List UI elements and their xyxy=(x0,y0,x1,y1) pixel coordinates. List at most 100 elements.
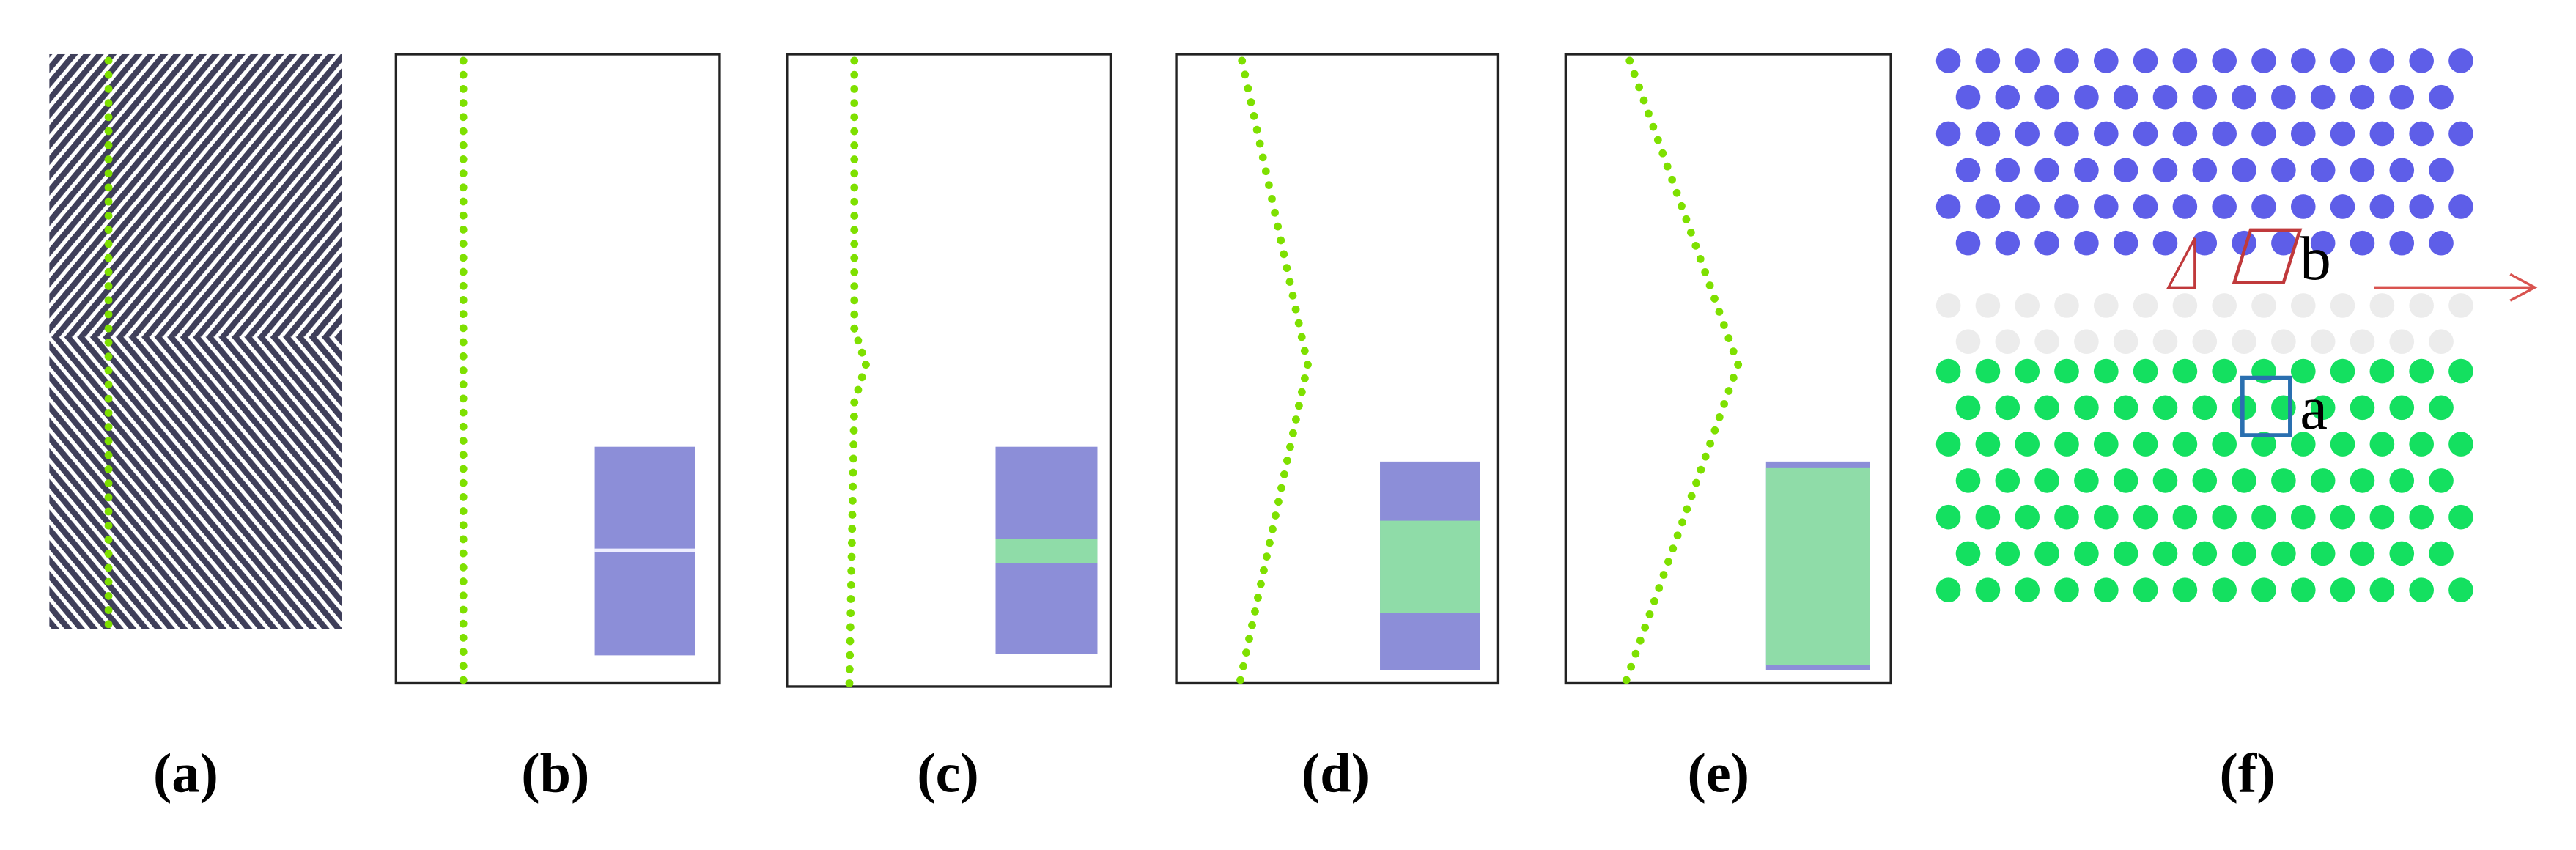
chain-atom xyxy=(104,352,113,361)
lattice-atom xyxy=(2133,121,2158,147)
chain-atom xyxy=(459,197,468,206)
lattice-atom xyxy=(2152,84,2178,110)
chain-atom xyxy=(1247,98,1255,106)
lattice-atom xyxy=(2330,504,2355,530)
chain-atom xyxy=(850,99,859,108)
lattice-atom xyxy=(2015,358,2040,384)
lattice-top xyxy=(49,53,342,337)
chain-atom xyxy=(104,563,113,572)
lattice-atom xyxy=(2113,158,2138,183)
chain-atom xyxy=(1255,139,1264,148)
lattice-atom xyxy=(2369,293,2395,318)
lattice-atom xyxy=(2054,432,2079,457)
lattice-atom xyxy=(2448,194,2473,219)
chain-atom xyxy=(459,394,468,403)
lattice-atom xyxy=(2034,329,2059,355)
lattice-atom xyxy=(2310,158,2336,183)
chain-atom xyxy=(1649,122,1658,131)
lattice-atom xyxy=(2054,121,2079,147)
chain-atom xyxy=(1268,195,1276,203)
chain-atom xyxy=(1720,321,1728,329)
chain-atom xyxy=(1663,162,1672,171)
lattice-atom xyxy=(2251,577,2276,602)
chain-atom xyxy=(104,577,113,586)
chain-atom xyxy=(1248,621,1256,629)
chain-atom xyxy=(1258,153,1267,162)
lattice-atom xyxy=(1955,541,1981,566)
chain-atom xyxy=(850,127,859,136)
lattice-atom xyxy=(2369,121,2395,147)
lattice-atom xyxy=(2113,329,2138,355)
lattice-atom xyxy=(2192,329,2218,355)
chain-atom xyxy=(1251,607,1259,616)
lattice-atom xyxy=(2271,84,2296,110)
chain-atom xyxy=(104,85,113,93)
lattice-atom xyxy=(2152,395,2178,421)
lattice-atom xyxy=(2212,577,2237,602)
chain-atom xyxy=(1250,111,1258,120)
chain-atom xyxy=(850,240,859,248)
chain-atom xyxy=(459,211,468,220)
lattice-atom xyxy=(2448,577,2473,602)
chain-atom xyxy=(849,468,857,477)
chain-atom xyxy=(1631,649,1640,658)
chain-atom xyxy=(1269,525,1277,533)
panel-e xyxy=(1564,53,1892,685)
chain-atom xyxy=(1729,347,1738,355)
chain-atom xyxy=(846,623,855,632)
panel-label: (e) xyxy=(1687,742,1749,804)
chain-atom xyxy=(1289,429,1297,437)
chain-atom xyxy=(854,336,863,345)
chain-atom xyxy=(850,85,859,93)
lattice-atom xyxy=(1955,158,1981,183)
lattice-atom xyxy=(2015,48,2040,73)
chain-atom xyxy=(1706,439,1714,448)
lattice-atom xyxy=(1995,395,2020,421)
chain-atom xyxy=(459,113,468,122)
chain-atom xyxy=(104,169,113,178)
lattice-atom xyxy=(1935,358,1961,384)
lattice-atom xyxy=(2034,541,2059,566)
chain-atom xyxy=(459,141,468,149)
chain-atom xyxy=(1239,662,1247,670)
chain-atom xyxy=(1274,222,1283,231)
lattice-atom xyxy=(2429,84,2454,110)
chain-atom xyxy=(1669,544,1678,553)
panel-f xyxy=(1935,48,2473,602)
chain-atom xyxy=(846,637,855,646)
chain-atom xyxy=(459,535,468,544)
chain-atom xyxy=(1710,295,1719,303)
lattice-atom xyxy=(2290,504,2316,530)
chain-atom xyxy=(104,437,113,446)
chain-atom xyxy=(850,70,859,79)
lattice-bottom xyxy=(49,336,342,629)
chain-atom xyxy=(1244,84,1252,93)
chain-atom xyxy=(459,478,468,487)
lattice-atom xyxy=(2133,432,2158,457)
lattice-atom xyxy=(2172,577,2198,602)
lattice-atom xyxy=(1975,432,2001,457)
chain-atom xyxy=(459,226,468,234)
chain-atom xyxy=(1298,388,1306,396)
lattice-atom xyxy=(2015,432,2040,457)
chain-atom xyxy=(1724,387,1733,395)
chain-atom xyxy=(847,566,856,575)
chain-atom xyxy=(459,662,468,670)
lattice-atom xyxy=(2448,504,2473,530)
lattice-atom xyxy=(2290,121,2316,147)
lattice-atom xyxy=(2232,84,2256,110)
chain-atom xyxy=(459,408,468,417)
lattice-atom xyxy=(1975,121,2001,147)
lattice-atom xyxy=(2369,358,2395,384)
chain-atom xyxy=(1252,125,1261,134)
chain-atom xyxy=(459,324,468,333)
lattice-atom xyxy=(2290,358,2316,384)
lattice-atom xyxy=(2330,432,2355,457)
chain-atom xyxy=(849,440,858,449)
lattice-atom xyxy=(2350,84,2375,110)
chain-atom xyxy=(1277,236,1285,245)
chain-atom xyxy=(104,465,113,473)
chain-atom xyxy=(104,113,113,122)
lattice-atom xyxy=(2310,468,2336,493)
lattice-atom xyxy=(2389,541,2415,566)
